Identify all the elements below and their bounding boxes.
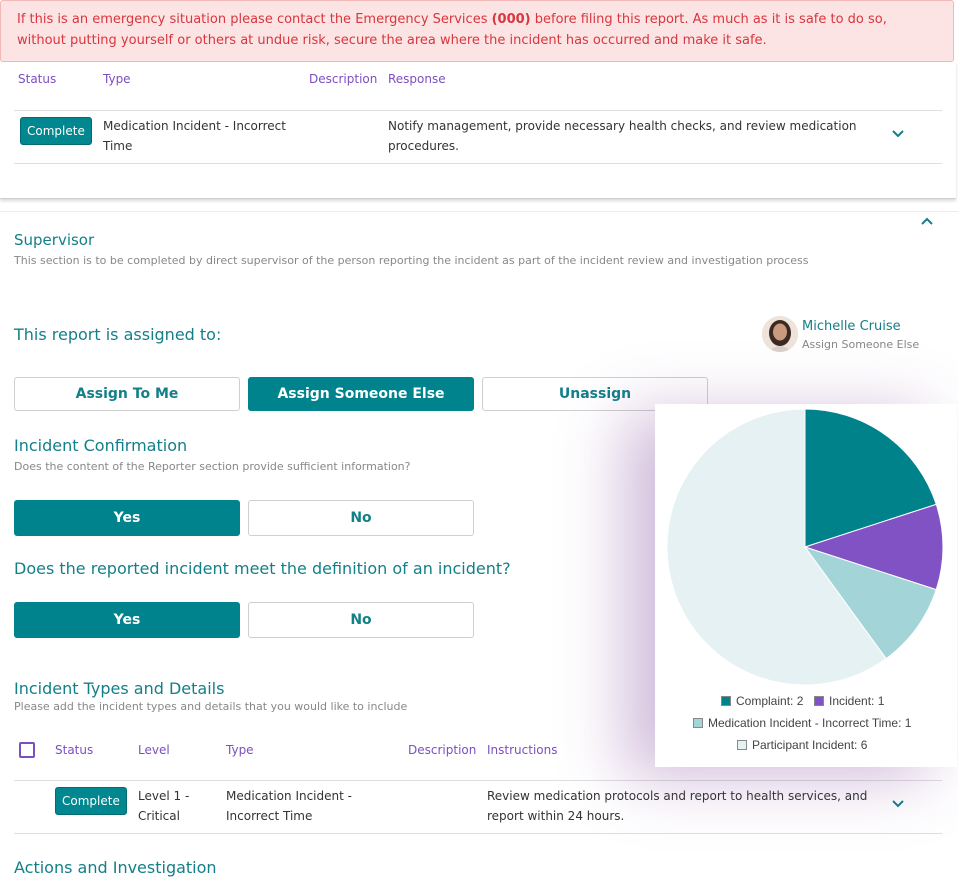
divider	[14, 833, 942, 834]
supervisor-title: Supervisor	[14, 231, 95, 249]
legend-swatch	[737, 740, 747, 750]
row-level: Level 1 - Critical	[138, 786, 189, 826]
row-response: Notify management, provide necessary hea…	[388, 116, 857, 156]
chevron-down-icon[interactable]	[891, 797, 905, 811]
legend-item-incident: Incident: 1	[814, 694, 884, 708]
status-badge: Complete	[55, 787, 127, 815]
row-response-line-1: Notify management, provide necessary hea…	[388, 119, 857, 133]
col-status: Status	[55, 743, 94, 757]
definition-yes-button[interactable]: Yes	[14, 602, 240, 638]
row-level-line-1: Level 1 -	[138, 789, 190, 803]
reporter-response-card: Status Type Description Response Complet…	[0, 62, 956, 199]
pie-slice-incident[interactable]	[803, 503, 944, 591]
legend-label: Incident: 1	[829, 694, 885, 708]
pie-chart-panel: Complaint: 2 Incident: 1 Medication Inci…	[655, 404, 957, 767]
incident-types-title: Incident Types and Details	[14, 679, 225, 698]
row-response-line-2: procedures.	[388, 139, 459, 153]
col-instructions: Instructions	[487, 743, 558, 757]
alert-line-2: without putting yourself or others at un…	[17, 33, 767, 48]
assigned-label: This report is assigned to:	[14, 325, 222, 344]
unassign-button[interactable]: Unassign	[482, 377, 708, 411]
confirmation-yes-button[interactable]: Yes	[14, 500, 240, 536]
row-instructions: Review medication protocols and report t…	[487, 786, 867, 826]
definition-question: Does the reported incident meet the defi…	[14, 559, 511, 578]
confirmation-title: Incident Confirmation	[14, 436, 188, 455]
row-type-line-1: Medication Incident - Incorrect	[103, 119, 286, 133]
assign-someone-else-button[interactable]: Assign Someone Else	[248, 377, 474, 411]
legend-item-medication: Medication Incident - Incorrect Time: 1	[693, 716, 911, 730]
col-type: Type	[103, 72, 131, 86]
pie-slice-medication-incident-incorrect-time[interactable]	[803, 546, 937, 660]
col-description: Description	[408, 743, 477, 757]
col-response: Response	[388, 72, 446, 86]
legend-item-complaint: Complaint: 2	[721, 694, 803, 708]
divider	[14, 110, 942, 111]
pie-chart	[666, 408, 944, 686]
confirmation-question: Does the content of the Reporter section…	[14, 460, 411, 473]
status-badge: Complete	[20, 117, 92, 145]
actions-title: Actions and Investigation	[14, 858, 217, 877]
legend-label: Medication Incident - Incorrect Time: 1	[708, 716, 912, 730]
alert-text: If this is an emergency situation please…	[17, 12, 492, 27]
pie-slice-complaint[interactable]	[804, 408, 937, 548]
row-type: Medication Incident - Incorrect Time	[103, 116, 286, 156]
row-type-line-1: Medication Incident -	[226, 789, 352, 803]
alert-emergency-number: (000)	[491, 12, 531, 27]
divider	[14, 780, 942, 781]
incident-types-subtitle: Please add the incident types and detail…	[14, 700, 408, 713]
legend-swatch	[693, 718, 703, 728]
legend-item-participant: Participant Incident: 6	[737, 738, 867, 752]
chevron-down-icon[interactable]	[891, 127, 905, 141]
section-divider	[0, 211, 958, 212]
user-avatar-icon	[762, 316, 798, 352]
col-level: Level	[138, 743, 170, 757]
legend-swatch	[814, 696, 824, 706]
emergency-alert: If this is an emergency situation please…	[0, 0, 954, 62]
assignee-name[interactable]: Michelle Cruise	[802, 319, 901, 334]
row-type-line-2: Time	[103, 139, 133, 153]
avatar	[762, 316, 798, 352]
alert-line-1: If this is an emergency situation please…	[17, 9, 953, 30]
row-instructions-line-1: Review medication protocols and report t…	[487, 789, 868, 803]
row-type: Medication Incident - Incorrect Time	[226, 786, 352, 826]
select-all-checkbox[interactable]	[19, 742, 35, 758]
assign-someone-else-link[interactable]: Assign Someone Else	[802, 338, 920, 351]
chevron-up-icon[interactable]	[920, 214, 934, 228]
supervisor-subtitle: This section is to be completed by direc…	[14, 254, 809, 267]
col-description: Description	[309, 72, 378, 86]
divider	[14, 163, 942, 164]
row-level-line-2: Critical	[138, 809, 180, 823]
alert-text-cont: before filing this report. As much as it…	[530, 12, 887, 27]
row-instructions-line-2: report within 24 hours.	[487, 809, 625, 823]
definition-no-button[interactable]: No	[248, 602, 474, 638]
col-type: Type	[226, 743, 254, 757]
legend-label: Participant Incident: 6	[752, 738, 868, 752]
pie-slice-participant-incident[interactable]	[666, 408, 887, 686]
row-type-line-2: Incorrect Time	[226, 809, 313, 823]
col-status: Status	[18, 72, 57, 86]
legend-swatch	[721, 696, 731, 706]
legend-label: Complaint: 2	[736, 694, 804, 708]
confirmation-no-button[interactable]: No	[248, 500, 474, 536]
assign-to-me-button[interactable]: Assign To Me	[14, 377, 240, 411]
